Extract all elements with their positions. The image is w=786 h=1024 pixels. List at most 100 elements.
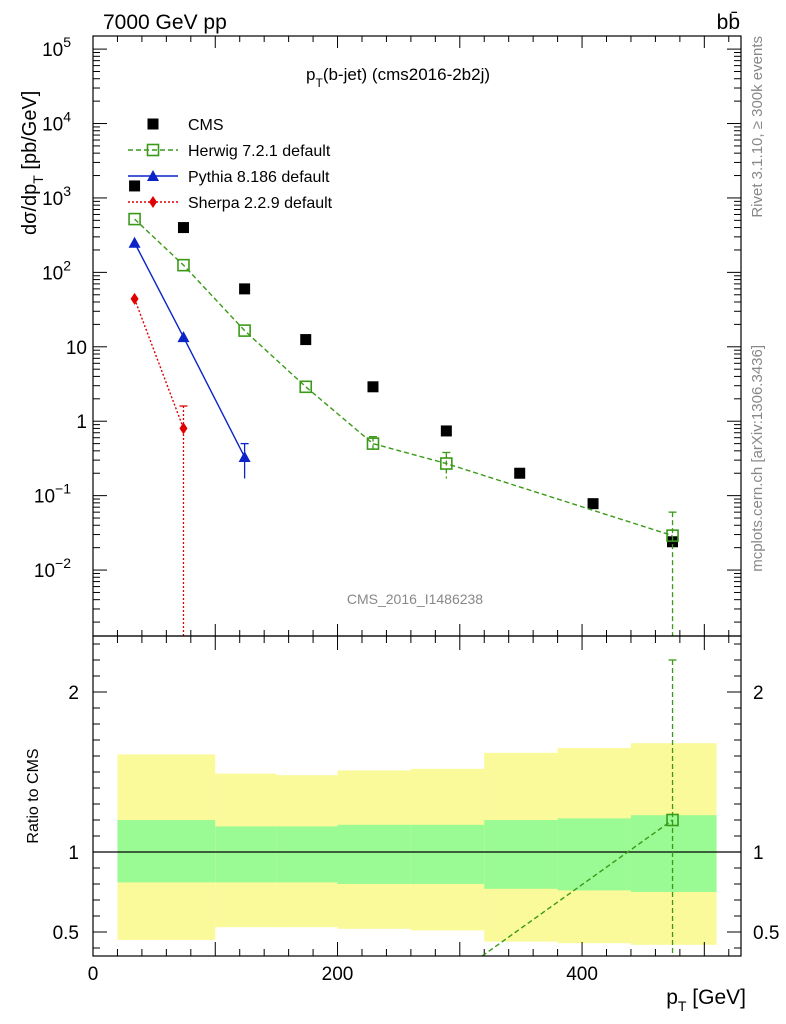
data-point [130, 292, 139, 305]
ylabel-main: dσ/dp [19, 184, 41, 235]
ratio-y-label: Ratio to CMS [25, 748, 42, 843]
y-tick-label: 10−1 [34, 481, 71, 508]
inner-band [117, 820, 216, 883]
series-herwig [128, 212, 679, 636]
inner-band [337, 824, 411, 884]
main-axes [92, 36, 741, 636]
data-point [129, 180, 141, 192]
xlabel-sub: T [678, 998, 687, 1014]
data-point [299, 380, 313, 394]
data-point [238, 451, 251, 463]
y-tick-base: 10 [34, 561, 55, 582]
y-tick-label: 103 [42, 183, 71, 210]
legend-label: CMS [188, 117, 224, 134]
data-point [128, 236, 141, 248]
inner-band [276, 826, 338, 883]
legend-marker [146, 143, 160, 157]
main-title: pT(b-jet) (cms2016-2b2j) [306, 65, 490, 90]
legend-marker [147, 118, 159, 130]
ratio-point [666, 813, 679, 827]
legend-label: Sherpa 2.2.9 default [188, 195, 333, 212]
y-tick-label: 102 [42, 257, 71, 284]
legend-entry: Sherpa 2.2.9 default [128, 195, 333, 212]
legend-entry: CMS [147, 117, 224, 134]
title-sub: T [315, 76, 323, 90]
data-point [177, 222, 189, 234]
y-tick-label: 105 [42, 34, 71, 61]
data-point [587, 498, 599, 510]
inner-band [557, 818, 631, 891]
ylabel-sub: T [30, 175, 46, 184]
inner-band [215, 826, 277, 883]
y-tick-exp: −1 [55, 481, 71, 497]
data-point [440, 425, 452, 437]
svg-text:pT [GeV]: pT [GeV] [666, 986, 746, 1014]
ratio-y-tick-label: 0.5 [53, 923, 79, 944]
ratio-y-tick-label-right: 0.5 [753, 923, 779, 944]
y-tick-exp: 4 [63, 109, 71, 125]
main-panel: CMS_2016_I1486238 pT(b-jet) (cms2016-2b2… [19, 34, 742, 637]
title-rest: (b-jet) (cms2016-2b2j) [323, 65, 490, 84]
ratio-bands [117, 743, 717, 945]
data-point [179, 422, 188, 435]
main-series-layer [128, 180, 679, 636]
ratio-panel: 0.5 0.5 1 1 2 2 0 200 400 Ratio to CMS pT [GeV] [25, 635, 779, 1014]
y-tick-exp: −2 [55, 555, 71, 571]
data-point [300, 334, 312, 346]
data-point [128, 212, 141, 226]
y-tick-base: 1 [76, 412, 87, 433]
watermark: CMS_2016_I1486238 [347, 591, 483, 607]
legend-entry: Herwig 7.2.1 default [128, 143, 331, 160]
series-line [133, 298, 185, 429]
y-axis-label: dσ/dpT [pb/GeV] [19, 91, 46, 235]
legend: CMS Herwig 7.2.1 default Pythia 8.186 defa… [128, 117, 333, 212]
x-tick-label: 400 [566, 964, 598, 985]
y-tick-base: 10 [42, 189, 63, 210]
series-sherpa [130, 292, 188, 636]
series-cms [129, 180, 679, 548]
y-tick-base: 10 [34, 487, 55, 508]
data-point [177, 258, 190, 272]
ratio-series-layer [481, 659, 679, 957]
ratio-y-tick-label-right: 1 [753, 843, 764, 864]
ratio-line [481, 819, 673, 957]
data-point [367, 381, 379, 393]
y-tick-base: 10 [42, 115, 63, 136]
y-tick-label: 104 [42, 109, 71, 136]
x-axis-label: pT [GeV] [666, 986, 746, 1014]
series-line [133, 242, 246, 458]
x-tick-label: 0 [88, 964, 99, 985]
legend-marker [147, 170, 159, 181]
inner-band [630, 815, 717, 892]
legend-label: Pythia 8.186 default [188, 169, 330, 186]
x-tick-label: 200 [322, 964, 354, 985]
xlabel-unit: [GeV] [686, 986, 746, 1009]
process-label: bb̄ [717, 11, 740, 34]
energy-label: 7000 GeV pp [103, 11, 227, 34]
y-tick-exp: 2 [63, 257, 71, 273]
series-pythia [128, 236, 251, 479]
legend-marker [149, 196, 157, 208]
svg-text:pT(b-jet) (cms2016-2b2j): pT(b-jet) (cms2016-2b2j) [306, 65, 490, 90]
y-tick-exp: 3 [63, 183, 71, 199]
svg-text:dσ/dpT [pb/GeV]: dσ/dpT [pb/GeV] [19, 91, 46, 235]
legend-entry: Pythia 8.186 default [128, 169, 330, 186]
ylabel-unit: [pb/GeV] [19, 91, 41, 176]
y-tick-exp: 5 [63, 34, 71, 50]
data-point [514, 467, 526, 479]
ratio-series-herwig [481, 659, 679, 957]
series-line [134, 218, 673, 537]
inner-band [410, 824, 485, 884]
ratio-axes: 0.5 0.5 1 1 2 2 0 200 400 [53, 636, 779, 985]
y-tick-label: 10−2 [34, 555, 71, 582]
data-point [238, 324, 251, 337]
ratio-y-tick-label-right: 2 [753, 683, 764, 704]
y-tick-base: 10 [42, 40, 63, 61]
title-main: p [306, 65, 315, 84]
ratio-y-tick-label: 2 [68, 683, 79, 704]
ratio-frame [92, 635, 742, 957]
xlabel-main: p [666, 986, 678, 1009]
y-tick-label: 10 [66, 338, 87, 359]
